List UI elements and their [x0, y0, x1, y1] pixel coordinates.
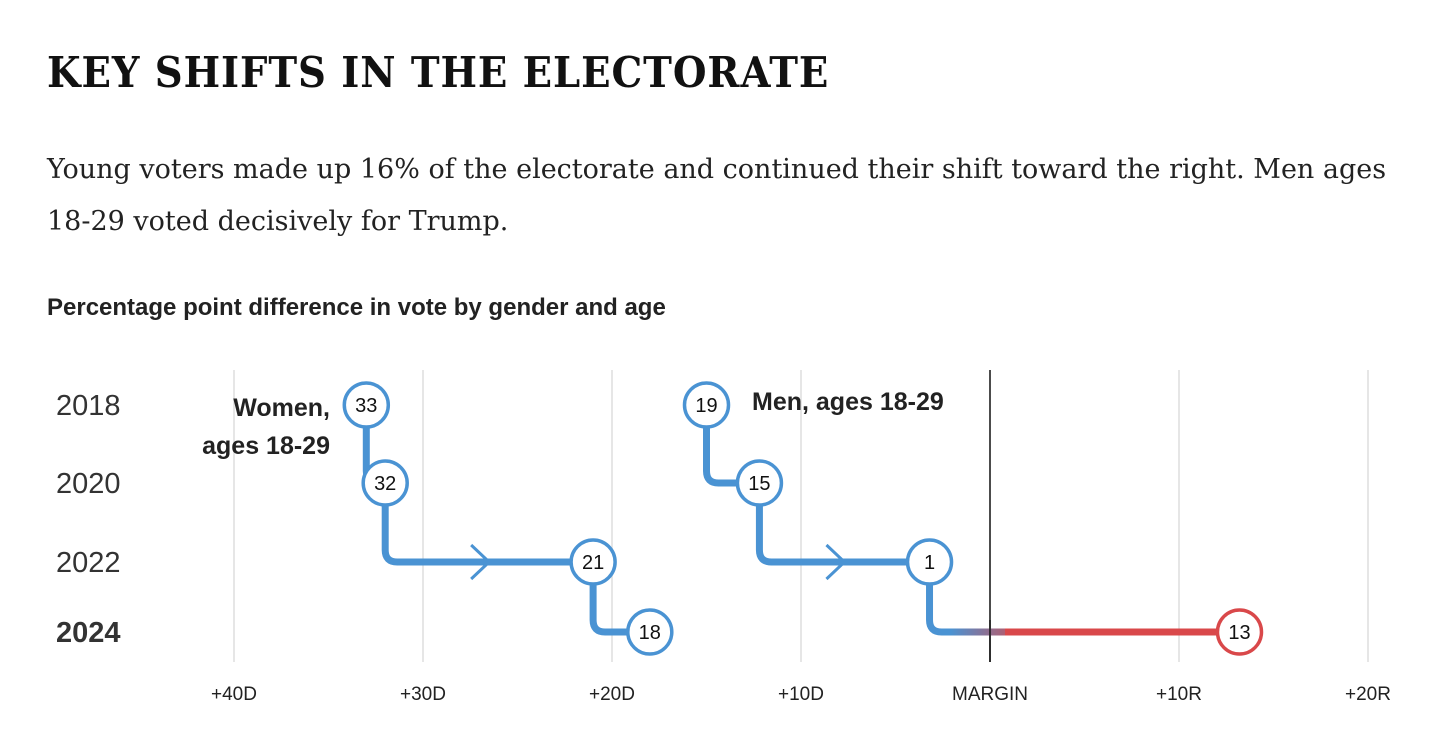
data-point [342, 381, 391, 429]
data-label: 32 [374, 473, 396, 495]
arrow-icon [470, 543, 492, 581]
x-tick-label: +20R [1345, 684, 1391, 705]
data-point [569, 538, 617, 586]
series-connector [703, 401, 763, 487]
data-point [361, 459, 409, 507]
data-point [735, 459, 784, 507]
data-label: 19 [695, 395, 717, 417]
data-label: 21 [582, 552, 604, 574]
series-connector [926, 558, 1243, 636]
x-tick-label: MARGIN [952, 684, 1028, 705]
data-point [905, 538, 954, 586]
x-tick-label: +10R [1156, 684, 1202, 705]
y-year-label: 2020 [56, 468, 121, 500]
women-series-label: Women, [233, 394, 330, 422]
data-point [626, 608, 674, 656]
data-label: 15 [748, 473, 770, 495]
page-title: KEY SHIFTS IN THE ELECTORATE [47, 48, 830, 97]
data-label: 18 [639, 622, 661, 644]
men-series-label: Men, ages 18-29 [752, 388, 944, 416]
data-label: 13 [1228, 622, 1250, 644]
arrow-icon [825, 543, 847, 581]
data-label: 33 [355, 395, 377, 417]
x-tick-label: +10D [778, 684, 824, 705]
y-year-label: 2024 [56, 617, 121, 649]
page-subtitle: Young voters made up 16% of the electora… [47, 154, 1387, 237]
data-label: 1 [924, 552, 935, 574]
data-point [682, 381, 731, 429]
series-connector [755, 479, 934, 566]
y-year-label: 2018 [56, 390, 121, 422]
data-point [1215, 608, 1264, 656]
x-tick-label: +20D [589, 684, 635, 705]
women-series-label: ages 18-29 [202, 432, 330, 460]
chart-title: Percentage point difference in vote by g… [47, 294, 666, 321]
x-tick-label: +40D [211, 684, 257, 705]
series-connector [589, 558, 654, 636]
x-tick-label: +30D [400, 684, 446, 705]
series-connector [381, 479, 597, 566]
y-year-label: 2022 [56, 547, 121, 579]
